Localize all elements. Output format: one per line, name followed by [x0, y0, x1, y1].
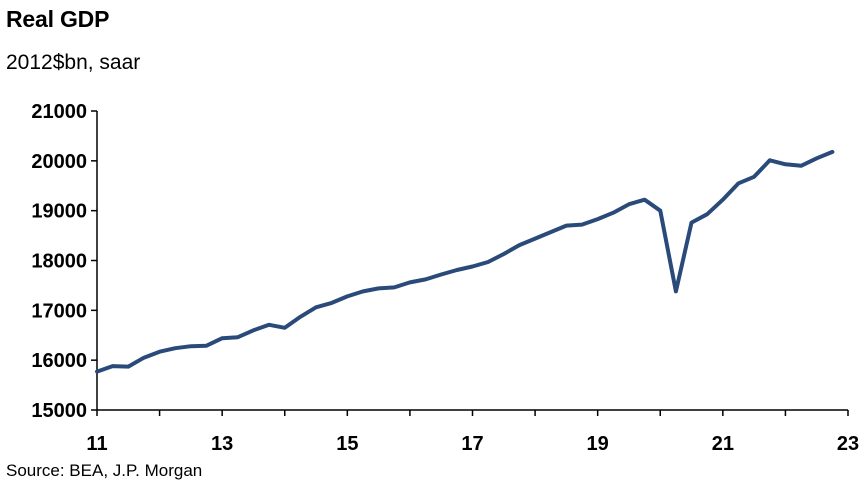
x-tick-label: 13	[211, 433, 233, 455]
y-tick-label: 15000	[31, 400, 87, 422]
x-tick-label: 15	[336, 433, 358, 455]
gdp-series-line	[95, 149, 835, 374]
y-tick-label: 17000	[31, 300, 87, 322]
x-tick-label: 17	[461, 433, 483, 455]
x-tick-label: 23	[837, 433, 859, 455]
axes	[91, 110, 849, 416]
y-axis-labels: 15000 16000 17000 18000 19000 20000 21000	[31, 101, 87, 422]
x-axis-labels: 11 13 15 17 19 21 23	[86, 433, 859, 455]
y-tick-label: 20000	[31, 151, 87, 173]
y-tick-label: 21000	[31, 101, 87, 123]
chart-subtitle: 2012$bn, saar	[6, 51, 141, 74]
y-tick-label: 19000	[31, 201, 87, 223]
x-tick-label: 21	[712, 433, 734, 455]
series-layer	[95, 149, 835, 374]
chart-title: Real GDP	[6, 6, 110, 32]
x-tick-label: 11	[86, 433, 107, 455]
y-tick-label: 18000	[31, 251, 87, 273]
x-tick-label: 19	[587, 433, 609, 455]
y-tick-label: 16000	[31, 350, 87, 372]
source-note: Source: BEA, J.P. Morgan	[6, 461, 203, 480]
